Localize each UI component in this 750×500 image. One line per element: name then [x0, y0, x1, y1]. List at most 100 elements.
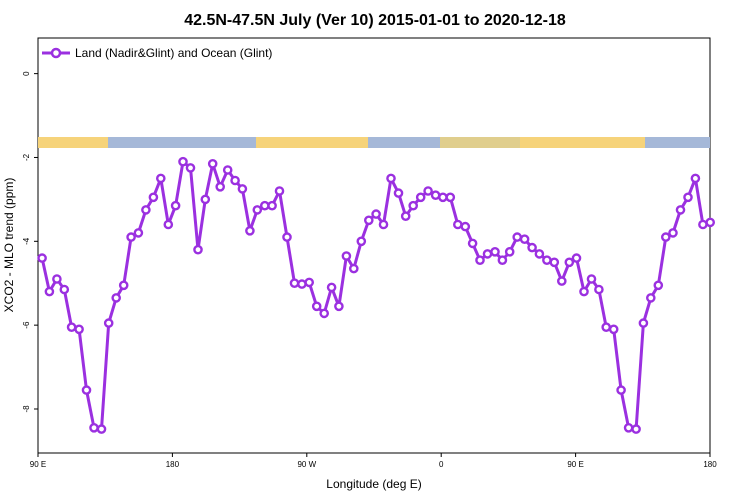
x-tick-label: 180	[703, 460, 717, 469]
y-tick-label: -4	[22, 237, 31, 245]
legend-label: Land (Nadir&Glint) and Ocean (Glint)	[75, 46, 272, 60]
data-point	[348, 263, 359, 274]
data-point	[267, 200, 277, 211]
x-tick-label: 90 E	[567, 460, 583, 469]
data-point	[467, 238, 478, 249]
data-point	[549, 257, 560, 268]
data-point	[661, 232, 671, 242]
data-point	[445, 192, 456, 203]
data-point	[504, 246, 515, 257]
x-tick-label: 180	[166, 460, 180, 469]
data-point	[519, 234, 530, 244]
data-point	[96, 424, 107, 434]
data-point	[386, 173, 396, 184]
y-tick-label: -2	[22, 153, 31, 161]
data-point	[482, 249, 493, 259]
data-point	[274, 186, 285, 196]
ocean-strip-pacific-east	[645, 137, 710, 148]
data-point	[304, 277, 315, 288]
x-tick-label: 90 E	[30, 460, 46, 469]
data-point	[378, 219, 389, 230]
legend-marker	[50, 47, 62, 59]
data-point	[542, 255, 552, 266]
data-point	[623, 422, 634, 433]
data-point	[282, 232, 292, 242]
data-point	[185, 163, 196, 173]
data-point	[193, 244, 203, 255]
data-point	[557, 276, 567, 286]
plot-frame	[37, 37, 711, 454]
data-point	[200, 194, 211, 205]
data-point	[66, 322, 77, 333]
data-point	[148, 192, 159, 203]
data-point	[638, 318, 649, 328]
data-point	[363, 215, 374, 226]
surface-type-strip	[38, 137, 710, 148]
data-point	[252, 205, 263, 215]
data-point	[675, 205, 686, 215]
ocean-strip-pacific	[108, 137, 256, 148]
data-point	[594, 284, 604, 295]
data-point	[297, 279, 307, 289]
legend: Land (Nadir&Glint) and Ocean (Glint)	[42, 46, 272, 60]
data-point	[683, 192, 693, 203]
data-point	[690, 173, 701, 184]
data-point	[118, 280, 129, 291]
data-point	[311, 301, 322, 312]
data-point	[631, 424, 641, 434]
data-point	[81, 385, 92, 395]
data-point	[74, 324, 84, 335]
data-point	[222, 165, 233, 175]
data-point	[475, 255, 485, 266]
x-tick-label: 0	[439, 460, 444, 469]
data-point	[586, 274, 597, 284]
data-point	[215, 181, 225, 192]
data-point	[230, 175, 240, 186]
data-point	[371, 209, 381, 219]
data-point	[59, 284, 70, 295]
y-tick-label: 0	[22, 71, 31, 76]
data-point	[527, 242, 537, 253]
data-point	[89, 422, 99, 433]
data-point	[452, 219, 463, 230]
data-point	[133, 228, 144, 238]
data-point	[616, 385, 626, 395]
series-line	[40, 160, 711, 431]
y-axis-ticks: 0 -2 -4 -6 -8	[22, 71, 38, 413]
data-point	[393, 188, 404, 198]
data-point	[512, 232, 523, 242]
data-point	[163, 219, 174, 230]
data-point	[155, 173, 166, 184]
data-point	[126, 232, 136, 242]
data-point	[178, 156, 188, 167]
data-point	[534, 249, 545, 259]
data-point	[52, 274, 62, 284]
x-axis-ticks: 90 E 180 90 W 0 90 E 180	[30, 453, 717, 469]
data-point	[423, 186, 433, 196]
data-point	[438, 192, 448, 203]
data-point	[289, 278, 300, 289]
y-tick-label: -8	[22, 405, 31, 413]
data-point	[705, 217, 716, 228]
data-point	[646, 293, 656, 303]
data-point	[400, 211, 411, 221]
data-point	[601, 322, 612, 333]
data-point	[319, 308, 330, 319]
data-point	[653, 280, 664, 291]
data-point	[334, 301, 344, 312]
data-point	[571, 253, 582, 263]
data-point	[326, 282, 337, 293]
coast-strip-europe	[440, 137, 520, 148]
data-point	[237, 184, 248, 194]
data-point	[579, 286, 589, 297]
x-axis-label: Longitude (deg E)	[326, 477, 421, 491]
y-axis-label: XCO2 - MLO trend (ppm)	[2, 178, 16, 313]
data-point	[490, 246, 500, 257]
data-point	[415, 192, 426, 203]
ocean-strip-atlantic	[368, 137, 440, 148]
data-point	[141, 205, 151, 215]
data-point	[356, 236, 367, 247]
data-point	[408, 200, 419, 211]
data-point	[103, 318, 114, 328]
